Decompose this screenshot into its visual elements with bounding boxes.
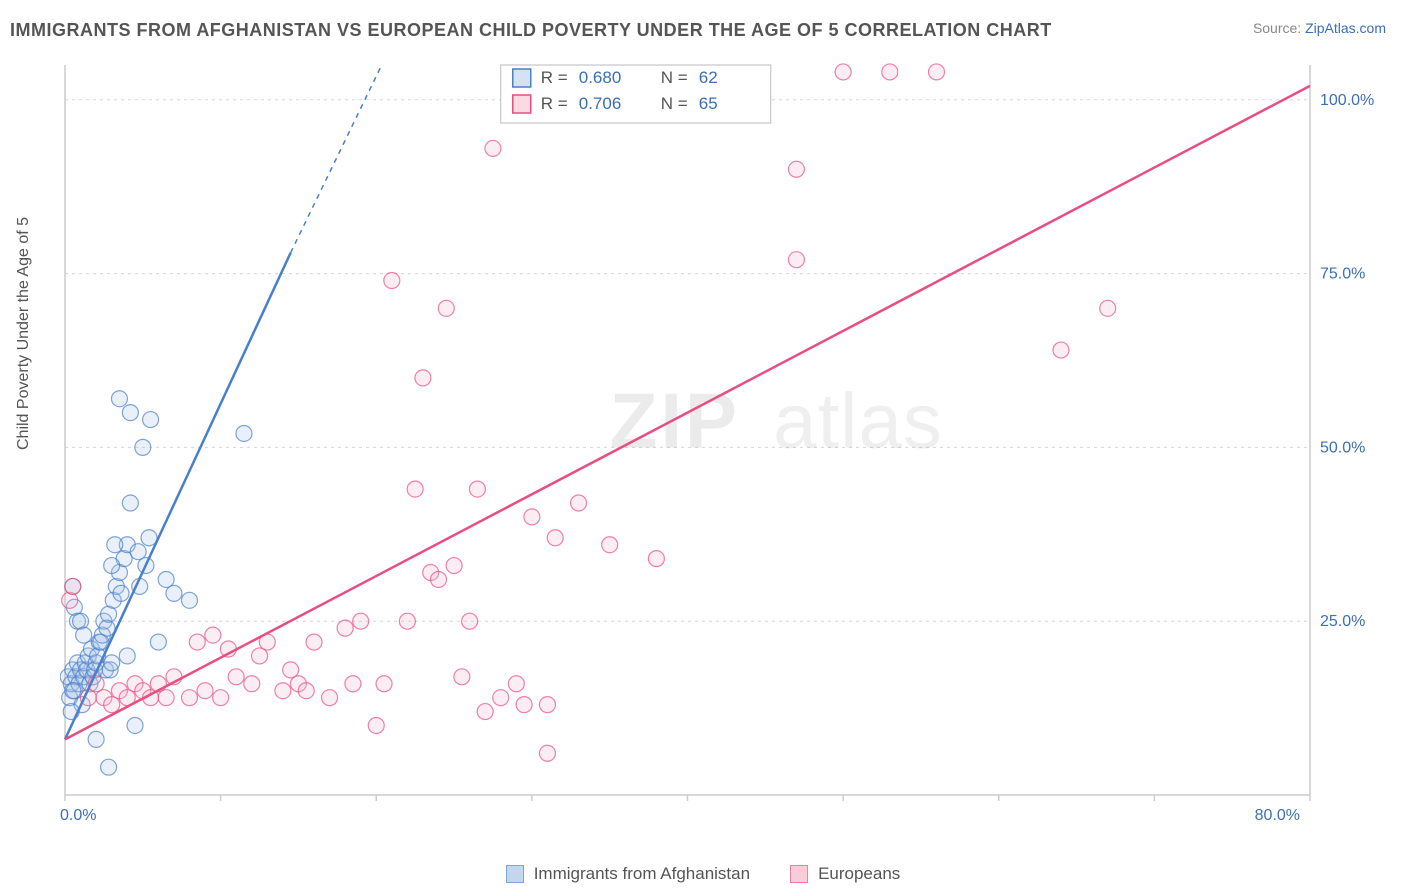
svg-text:62: 62 [699,68,718,87]
svg-text:0.0%: 0.0% [60,807,96,824]
svg-text:atlas: atlas [773,376,943,464]
legend-label-europeans: Europeans [818,864,900,884]
legend-swatch-blue [506,865,524,883]
legend-swatch-pink [790,865,808,883]
legend-item-europeans: Europeans [790,864,900,884]
legend-label-afghanistan: Immigrants from Afghanistan [534,864,750,884]
correlation-chart: IMMIGRANTS FROM AFGHANISTAN VS EUROPEAN … [0,0,1406,892]
chart-title: IMMIGRANTS FROM AFGHANISTAN VS EUROPEAN … [10,20,1052,41]
svg-text:0.706: 0.706 [579,94,622,113]
svg-text:75.0%: 75.0% [1320,266,1365,283]
source-prefix: Source: [1253,20,1305,36]
svg-text:N =: N = [661,94,688,113]
scatter-plot: 25.0%50.0%75.0%100.0%0.0%80.0%ZIPatlasR … [60,55,1380,835]
source-link[interactable]: ZipAtlas.com [1305,20,1386,36]
svg-text:65: 65 [699,94,718,113]
legend-item-afghanistan: Immigrants from Afghanistan [506,864,750,884]
svg-text:100.0%: 100.0% [1320,92,1374,109]
bottom-legend: Immigrants from Afghanistan Europeans [0,864,1406,884]
svg-text:50.0%: 50.0% [1320,439,1365,456]
svg-text:N =: N = [661,68,688,87]
svg-text:80.0%: 80.0% [1255,807,1300,824]
svg-text:25.0%: 25.0% [1320,613,1365,630]
source-attribution: Source: ZipAtlas.com [1253,20,1386,36]
svg-text:R =: R = [541,94,568,113]
y-axis-label: Child Poverty Under the Age of 5 [15,217,33,450]
svg-text:R =: R = [541,68,568,87]
svg-text:0.680: 0.680 [579,68,622,87]
